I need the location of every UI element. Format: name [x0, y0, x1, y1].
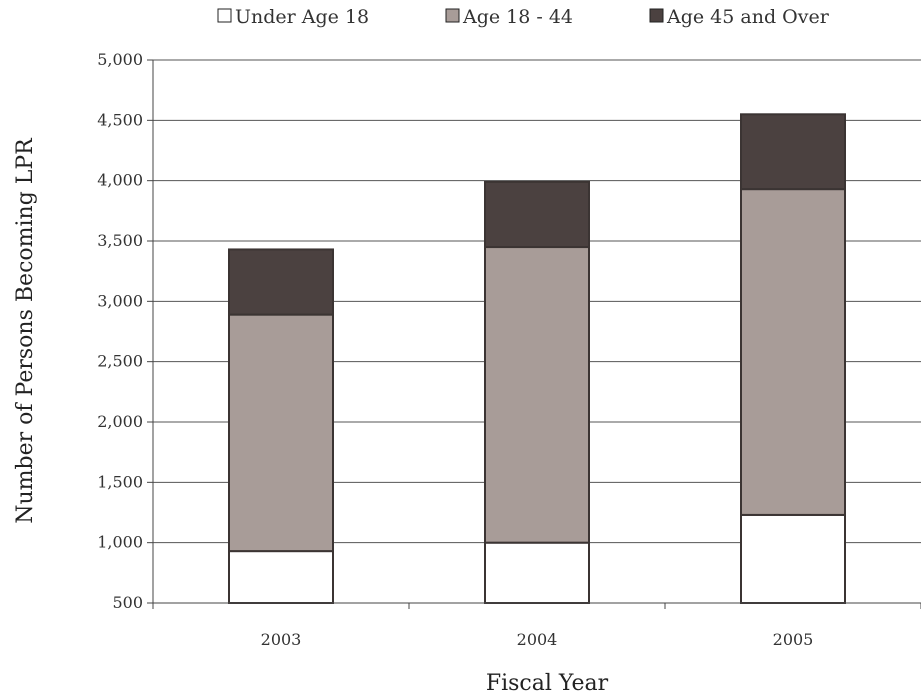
x-axis-ticks: 2003 2004 2005 [152, 603, 921, 649]
legend-swatch [445, 8, 460, 23]
y-tick-label: 5,000 [97, 50, 143, 69]
bars [228, 113, 846, 605]
legend-label: Age 18 - 44 [462, 6, 573, 28]
y-tick-label: 2,000 [97, 412, 143, 431]
legend-label: Age 45 and Over [666, 6, 830, 28]
bar-segment [228, 313, 334, 553]
y-tick-label: 1,500 [97, 472, 143, 491]
legend-swatch [217, 8, 232, 23]
axes [152, 60, 921, 604]
legend: Under Age 18 Age 18 - 44 Age 45 and Over [217, 6, 830, 28]
bar-segment [740, 113, 846, 191]
bar-segment [740, 188, 846, 516]
bar-segment [740, 513, 846, 604]
y-tick-label: 500 [112, 593, 143, 612]
x-tick-label: 2005 [773, 630, 814, 649]
bar-segment [484, 246, 590, 544]
bar-segment [228, 550, 334, 605]
legend-label: Under Age 18 [235, 6, 369, 28]
x-tick-label: 2003 [261, 630, 302, 649]
y-tick-label: 4,000 [97, 171, 143, 190]
legend-swatch [649, 8, 664, 23]
y-tick-label: 3,000 [97, 291, 143, 310]
y-axis-title: Number of Persons Becoming LPR [13, 137, 38, 524]
bar-segment [484, 180, 590, 249]
x-axis-title: Fiscal Year [486, 671, 609, 695]
bar-segment [484, 541, 590, 605]
y-tick-label: 1,000 [97, 533, 143, 552]
y-tick-label: 4,500 [97, 110, 143, 129]
bar-segment [228, 248, 334, 316]
y-tick-label: 3,500 [97, 231, 143, 250]
y-tick-label: 2,500 [97, 352, 143, 371]
x-tick-label: 2004 [517, 630, 558, 649]
y-axis-ticks: 500 1,000 1,500 2,000 2,500 3,000 3,500 4,000 4,… [97, 50, 153, 612]
